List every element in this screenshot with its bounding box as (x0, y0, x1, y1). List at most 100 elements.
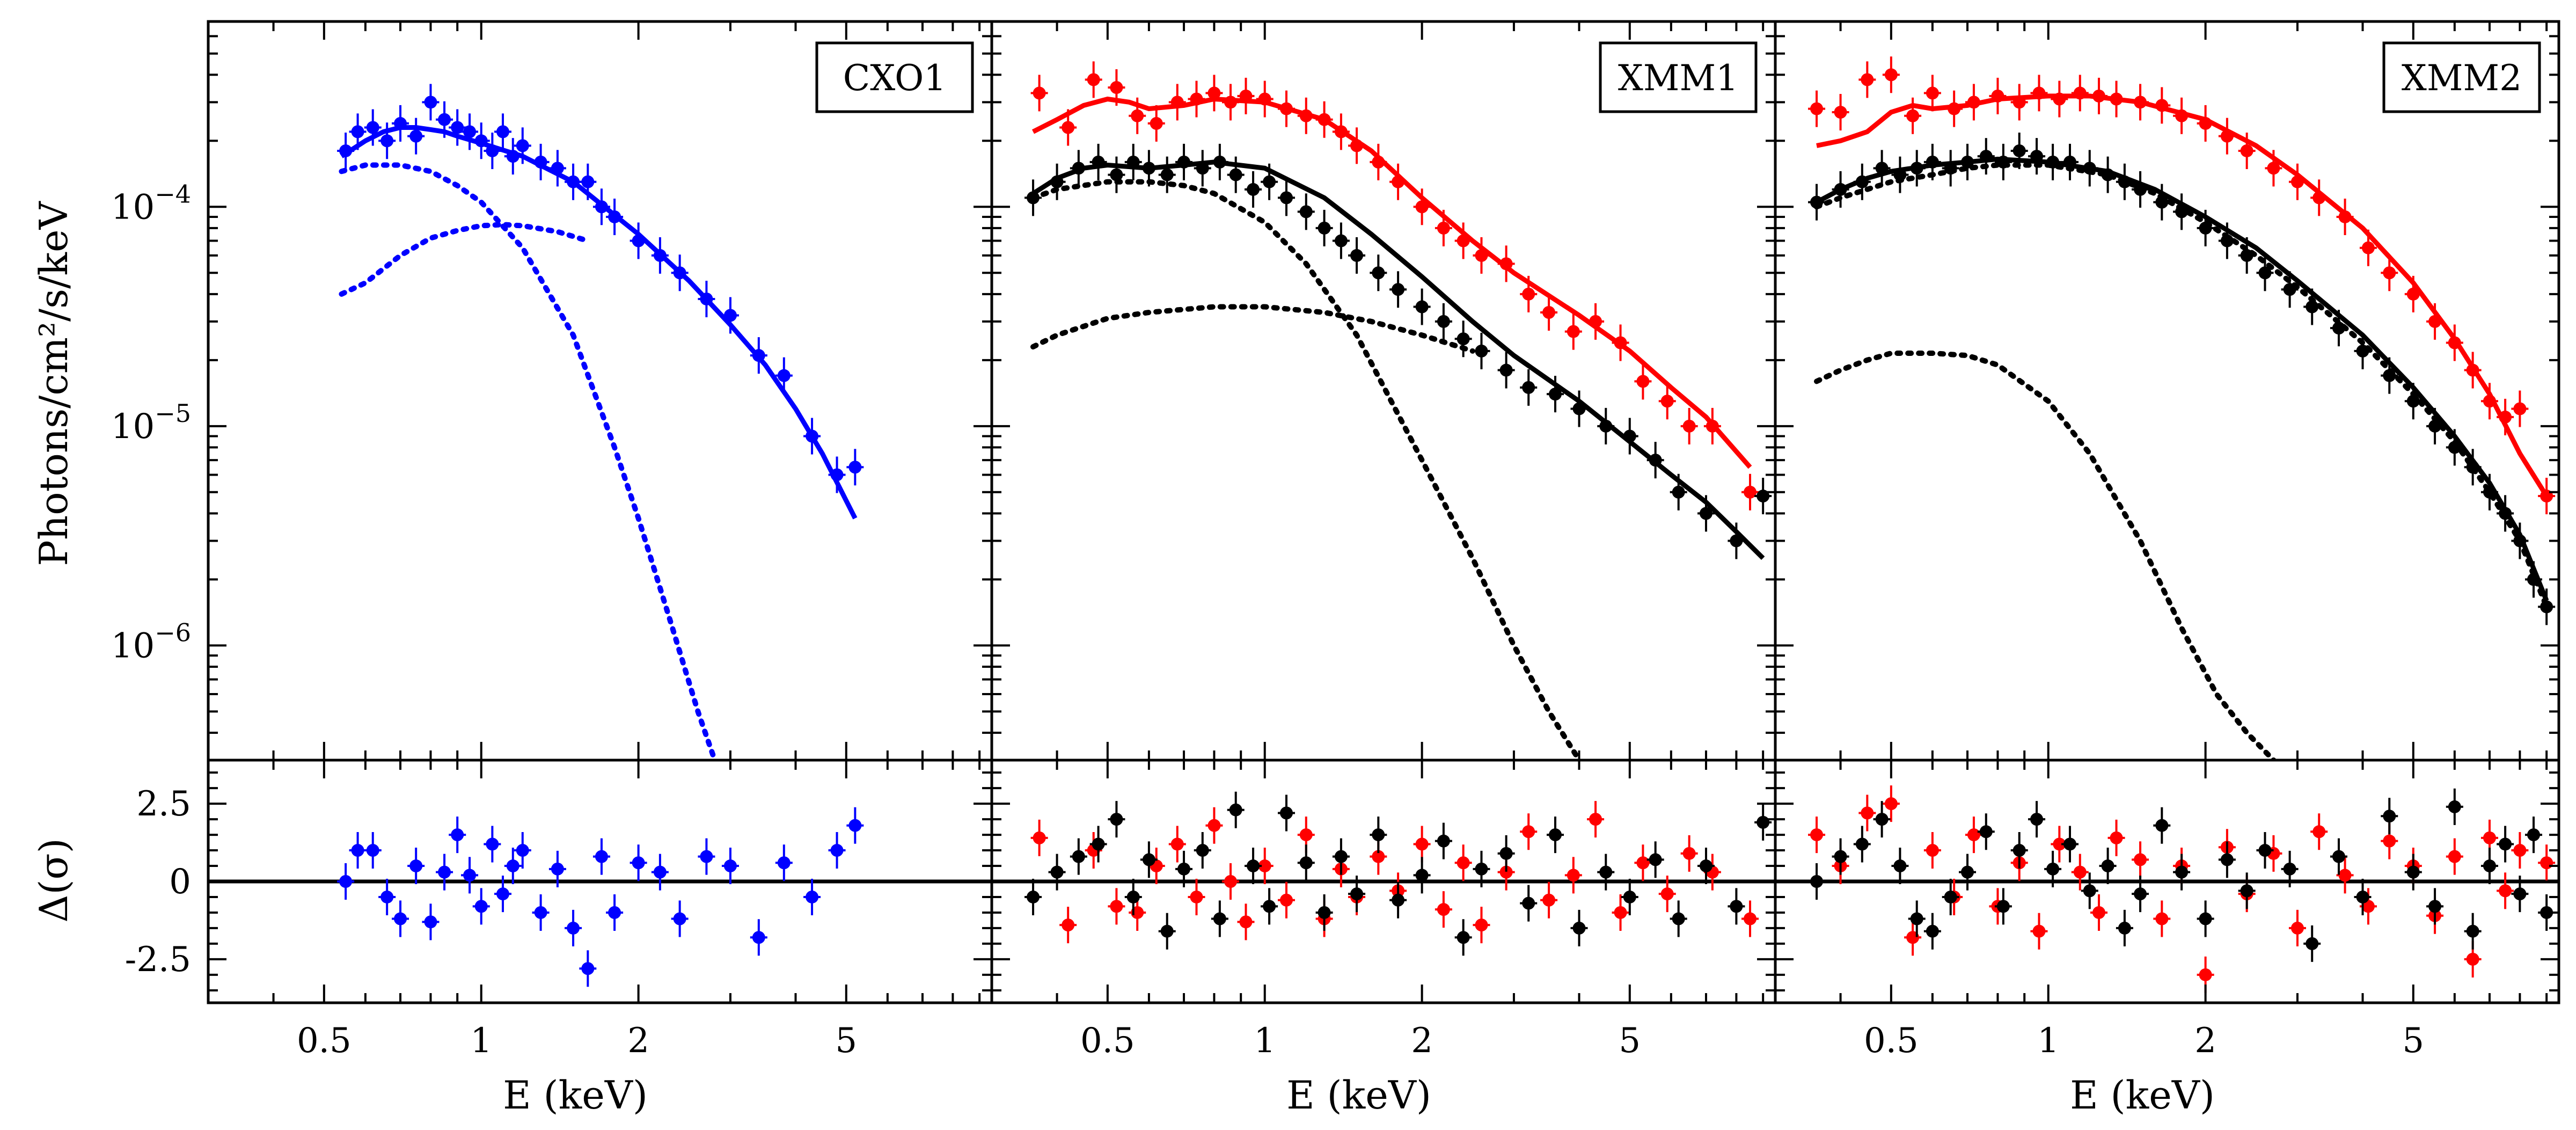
residual-marker (1522, 896, 1535, 910)
data-point (2099, 156, 2117, 193)
data-marker (2258, 266, 2272, 280)
data-point (1048, 163, 1066, 200)
residual-marker (1334, 850, 1348, 863)
data-marker (551, 162, 564, 175)
residual-point (1454, 844, 1472, 881)
data-marker (1682, 419, 1696, 433)
data-point (2480, 473, 2498, 511)
residual-marker (1599, 865, 1613, 879)
residual-marker (1247, 859, 1260, 873)
data-point (2497, 495, 2514, 532)
data-marker (1224, 96, 1238, 109)
data-marker (486, 144, 499, 157)
data-point (2310, 179, 2328, 216)
residual-marker (1299, 828, 1313, 842)
residual-point (1646, 841, 1664, 878)
data-marker (1299, 205, 1313, 218)
data-point (2538, 588, 2556, 625)
data-marker (2134, 96, 2147, 109)
data-marker (723, 309, 737, 322)
data-point (651, 237, 669, 274)
residual-point (803, 878, 821, 915)
data-point (721, 297, 739, 334)
data-marker (1299, 109, 1313, 122)
data-marker (1392, 175, 1405, 188)
residual-point (1454, 919, 1472, 956)
data-point (1597, 407, 1615, 444)
data-marker (2046, 155, 2060, 169)
data-point (698, 280, 715, 317)
y-tick-label: 10−6 (111, 618, 191, 666)
data-marker (1372, 155, 1385, 169)
data-marker (1660, 395, 1674, 408)
residual-point (392, 900, 409, 937)
residual-point (1048, 854, 1066, 891)
data-point (2197, 209, 2214, 246)
data-point (750, 337, 767, 374)
residual-marker (2053, 837, 2066, 851)
residual-marker (2499, 837, 2512, 851)
data-marker (2540, 600, 2553, 614)
data-point (1168, 84, 1186, 121)
data-marker (2012, 144, 2026, 157)
residual-marker (1126, 890, 1140, 903)
residual-point (1520, 885, 1538, 922)
residual-point (2497, 826, 2514, 863)
y-tick-exponent: −4 (155, 179, 191, 208)
data-point (1413, 188, 1431, 225)
ylabel-flux: Photons/cm²/s/keV (31, 200, 76, 566)
residual-point (1908, 900, 1926, 937)
residual-point (514, 832, 531, 869)
data-marker (1170, 96, 1184, 109)
residual-point (1435, 891, 1452, 928)
residual-point (1194, 832, 1211, 869)
data-point (1211, 143, 1228, 180)
residual-point (1030, 819, 1048, 856)
residual-marker (700, 850, 713, 863)
residual-point (2336, 857, 2354, 894)
residual-marker (2083, 884, 2096, 898)
panel-label: XMM2 (2402, 57, 2522, 99)
residual-point (1158, 913, 1176, 950)
data-point (2218, 222, 2236, 259)
x-tick-label: 5 (835, 1021, 857, 1061)
residual-point (2099, 848, 2117, 885)
data-point (846, 449, 864, 486)
data-marker (1126, 155, 1140, 169)
residual-marker (1177, 862, 1191, 876)
data-marker (1884, 68, 1898, 82)
data-marker (1087, 73, 1100, 86)
data-marker (2155, 195, 2169, 209)
residual-marker (1392, 893, 1405, 907)
residual-point (532, 894, 550, 931)
residual-marker (2466, 924, 2479, 938)
residual-point (2044, 850, 2062, 887)
data-marker (2428, 419, 2442, 433)
residual-marker (2118, 921, 2131, 935)
data-point (1942, 150, 1959, 187)
data-point (1070, 150, 1087, 187)
data-marker (2306, 300, 2319, 314)
residual-marker (551, 862, 564, 876)
x-tick-label: 2 (1411, 1021, 1433, 1061)
residual-marker (2448, 800, 2461, 813)
residual-marker (1996, 900, 2010, 913)
residual-marker (1589, 813, 1602, 826)
main-plot-area (1024, 61, 1772, 760)
residual-marker (2332, 850, 2345, 863)
residual-point (1497, 835, 1515, 872)
data-point (2238, 237, 2256, 274)
data-point (2359, 229, 2377, 266)
data-marker (474, 134, 488, 148)
residual-marker (1072, 850, 1085, 863)
data-point (1540, 294, 1558, 331)
residual-marker (2199, 912, 2212, 925)
residual-marker (1967, 828, 1980, 842)
data-point (1891, 156, 1909, 193)
data-marker (1944, 162, 1957, 175)
residual-point (1891, 848, 1909, 885)
residual-point (1959, 854, 1977, 891)
residual-point (472, 888, 490, 925)
residual-point (2238, 872, 2256, 909)
